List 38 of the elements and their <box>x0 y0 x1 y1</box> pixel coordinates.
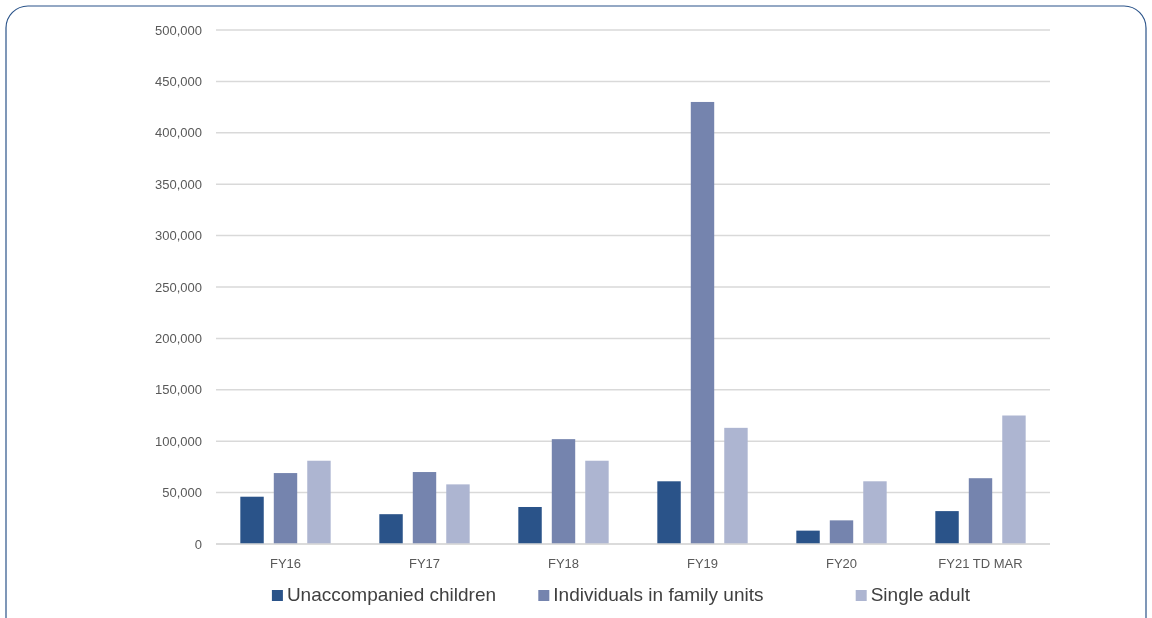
bar <box>379 514 403 544</box>
x-tick-label: FY19 <box>686 556 719 571</box>
x-tick-label: FY17 <box>408 556 441 571</box>
bar <box>796 530 820 544</box>
y-tick-label: 500,000 <box>155 22 202 38</box>
bar <box>829 520 854 544</box>
legend-label: Single adult <box>870 584 971 605</box>
legend-label: Individuals in family units <box>553 584 764 605</box>
y-tick-label: 0 <box>194 536 202 552</box>
bar <box>307 460 331 544</box>
bar <box>657 481 681 544</box>
y-tick-label: 250,000 <box>155 279 202 295</box>
legend-label: Unaccompanied children <box>286 584 497 605</box>
y-tick-label: 100,000 <box>155 433 202 449</box>
bar <box>412 472 437 544</box>
bar <box>690 101 715 544</box>
bar <box>968 478 993 544</box>
y-tick-label: 200,000 <box>155 330 202 346</box>
bar <box>1002 415 1026 544</box>
bar <box>240 496 264 544</box>
y-tick-label: 50,000 <box>162 485 202 501</box>
x-tick-label: FY21 TD MAR <box>938 556 1023 571</box>
x-tick-label: FY18 <box>547 556 580 571</box>
y-tick-label: 300,000 <box>155 228 202 244</box>
bar <box>585 460 609 544</box>
x-tick-label: FY20 <box>825 556 858 571</box>
bar <box>273 473 298 544</box>
y-tick-label: 450,000 <box>155 73 202 89</box>
bar <box>551 439 576 544</box>
bar <box>935 511 959 544</box>
y-tick-label: 150,000 <box>155 382 202 398</box>
bar <box>724 427 748 544</box>
y-tick-label: 400,000 <box>155 125 202 141</box>
bar <box>446 484 470 544</box>
bar <box>518 506 542 544</box>
y-tick-label: 350,000 <box>155 176 202 192</box>
x-tick-label: FY16 <box>269 556 302 571</box>
bar <box>863 481 887 544</box>
